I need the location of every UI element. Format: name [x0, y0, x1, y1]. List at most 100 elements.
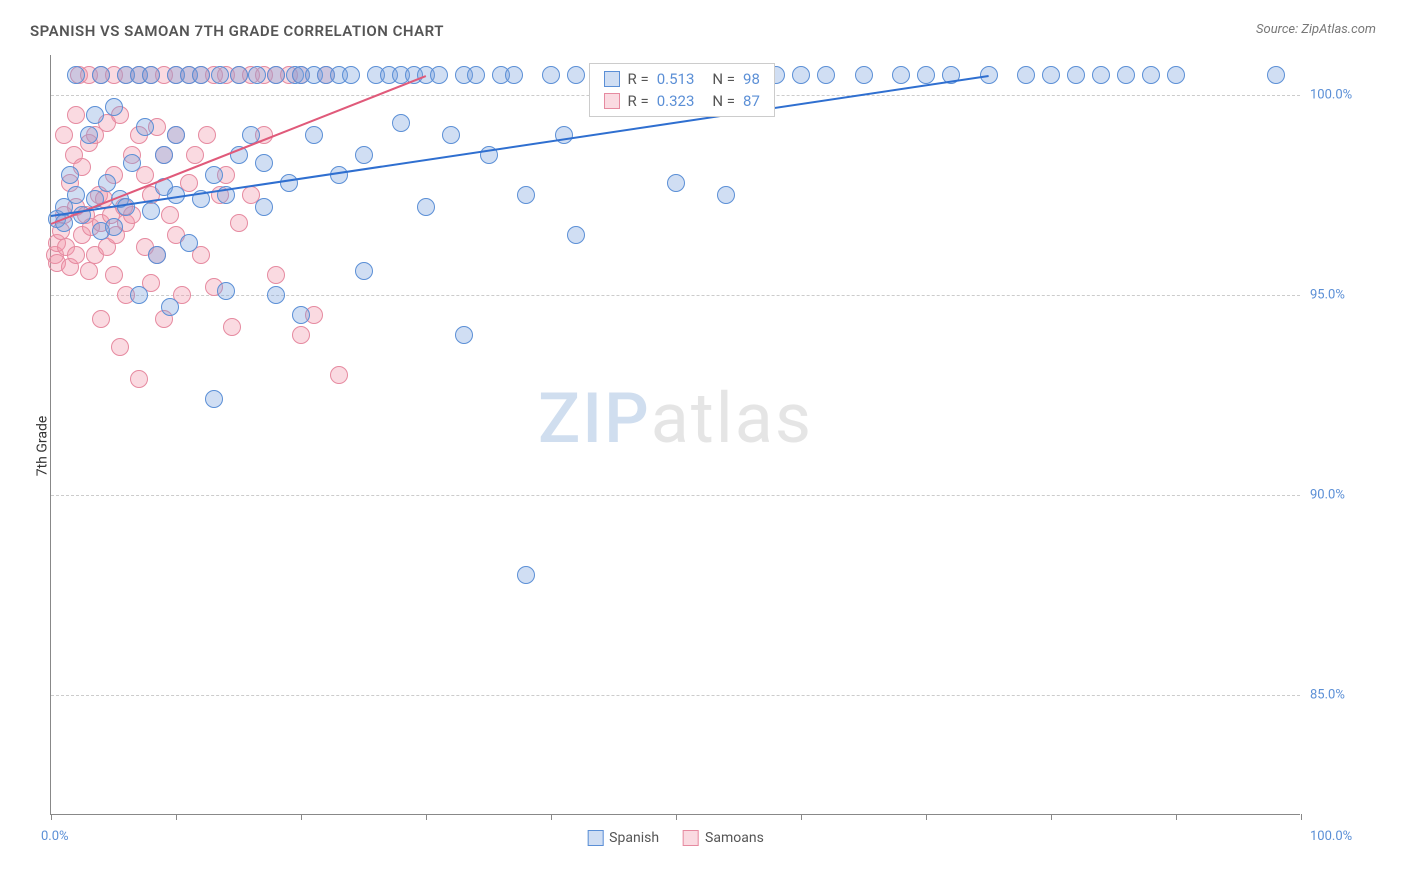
spanish-point — [342, 66, 360, 84]
spanish-point — [80, 126, 98, 144]
samoan-point — [267, 266, 285, 284]
n-value: 98 — [743, 70, 760, 88]
spanish-point — [211, 66, 229, 84]
x-tick — [926, 814, 927, 820]
watermark: ZIPatlas — [538, 378, 813, 460]
spanish-point — [67, 66, 85, 84]
chart-title: SPANISH VS SAMOAN 7TH GRADE CORRELATION … — [30, 22, 444, 40]
x-tick — [176, 814, 177, 820]
spanish-point — [130, 286, 148, 304]
spanish-point — [217, 282, 235, 300]
spanish-point — [542, 66, 560, 84]
spanish-point — [1042, 66, 1060, 84]
samoan-point — [186, 146, 204, 164]
spanish-point — [205, 166, 223, 184]
spanish-point — [98, 174, 116, 192]
samoan-point — [230, 214, 248, 232]
samoan-point — [105, 266, 123, 284]
x-tick — [676, 814, 677, 820]
y-tick-label: 100.0% — [1310, 88, 1370, 103]
spanish-point — [567, 226, 585, 244]
samoan-point — [292, 326, 310, 344]
samoan-point — [67, 246, 85, 264]
spanish-swatch — [604, 71, 620, 87]
spanish-point — [355, 146, 373, 164]
spanish-point — [517, 566, 535, 584]
x-max-label: 100.0% — [1310, 829, 1370, 844]
x-min-label: 0.0% — [41, 829, 69, 844]
x-tick — [1176, 814, 1177, 820]
spanish-point — [105, 218, 123, 236]
legend-item-samoan: Samoans — [683, 830, 764, 846]
x-tick — [426, 814, 427, 820]
spanish-point — [917, 66, 935, 84]
spanish-point — [455, 326, 473, 344]
samoan-point — [330, 366, 348, 384]
spanish-point — [667, 174, 685, 192]
correlation-box: R =0.513N =98R =0.323N =87 — [589, 63, 775, 117]
spanish-point — [430, 66, 448, 84]
r-label: R = — [628, 70, 649, 88]
y-axis-label: 7th Grade — [34, 416, 50, 477]
spanish-point — [161, 298, 179, 316]
spanish-point — [267, 66, 285, 84]
spanish-point — [855, 66, 873, 84]
spanish-point — [123, 154, 141, 172]
x-tick — [1051, 814, 1052, 820]
spanish-point — [567, 66, 585, 84]
spanish-point — [417, 198, 435, 216]
corr-row-spanish: R = 0.513 N = 98 — [590, 68, 774, 90]
spanish-point — [255, 198, 273, 216]
gridline — [51, 495, 1300, 496]
samoan-point — [198, 126, 216, 144]
samoan-point — [161, 206, 179, 224]
spanish-point — [442, 126, 460, 144]
gridline — [51, 295, 1300, 296]
x-tick — [801, 814, 802, 820]
spanish-point — [892, 66, 910, 84]
samoan-point — [92, 310, 110, 328]
plot-area: ZIPatlas 0.0% 100.0% SpanishSamoans 100.… — [50, 55, 1300, 815]
spanish-point — [86, 106, 104, 124]
spanish-point — [155, 146, 173, 164]
samoan-point — [55, 126, 73, 144]
legend: Spanish Samoans — [587, 830, 764, 846]
spanish-point — [1142, 66, 1160, 84]
n-value: 87 — [743, 92, 760, 110]
spanish-point — [305, 126, 323, 144]
n-label: N = — [712, 70, 735, 88]
spanish-point — [117, 198, 135, 216]
legend-item-spanish: Spanish — [587, 830, 659, 846]
y-tick-label: 90.0% — [1310, 488, 1370, 503]
spanish-point — [280, 174, 298, 192]
spanish-point — [467, 66, 485, 84]
spanish-point — [267, 286, 285, 304]
spanish-point — [167, 126, 185, 144]
spanish-point — [1017, 66, 1035, 84]
legend-label: Samoans — [705, 830, 764, 846]
legend-label: Spanish — [609, 830, 659, 846]
r-label: R = — [628, 92, 649, 110]
spanish-point — [505, 66, 523, 84]
spanish-point — [142, 66, 160, 84]
watermark-atlas: atlas — [651, 378, 813, 460]
spanish-point — [105, 98, 123, 116]
spanish-point — [717, 186, 735, 204]
spanish-point — [1092, 66, 1110, 84]
x-tick — [551, 814, 552, 820]
spanish-point — [1067, 66, 1085, 84]
r-value: 0.513 — [657, 70, 695, 88]
spanish-point — [1167, 66, 1185, 84]
spanish-point — [92, 66, 110, 84]
spanish-point — [792, 66, 810, 84]
spanish-point — [255, 154, 273, 172]
spanish-point — [205, 390, 223, 408]
gridline — [51, 695, 1300, 696]
spanish-point — [180, 234, 198, 252]
x-tick — [1301, 814, 1302, 820]
samoan-legend-swatch — [683, 830, 699, 846]
samoan-point — [130, 370, 148, 388]
samoan-point — [80, 262, 98, 280]
spanish-point — [517, 186, 535, 204]
samoan-swatch — [604, 93, 620, 109]
